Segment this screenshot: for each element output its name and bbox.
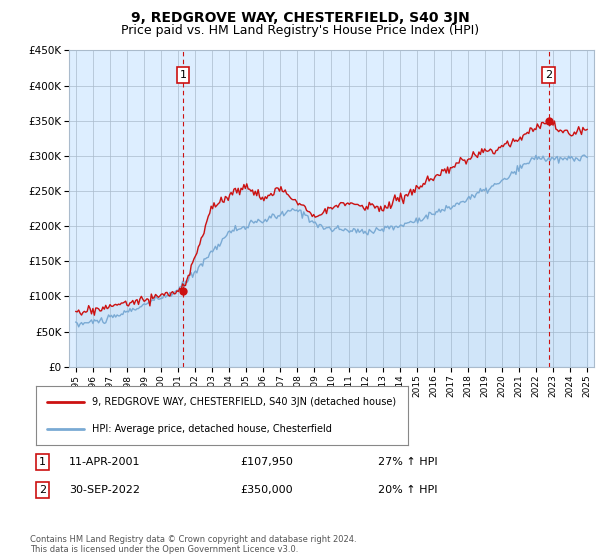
Text: 1: 1: [179, 70, 187, 80]
Text: 2: 2: [545, 70, 553, 80]
Text: 30-SEP-2022: 30-SEP-2022: [69, 485, 140, 495]
Text: 1: 1: [39, 457, 46, 467]
Text: 9, REDGROVE WAY, CHESTERFIELD, S40 3JN (detached house): 9, REDGROVE WAY, CHESTERFIELD, S40 3JN (…: [92, 397, 396, 407]
Text: 27% ↑ HPI: 27% ↑ HPI: [378, 457, 437, 467]
Text: 20% ↑ HPI: 20% ↑ HPI: [378, 485, 437, 495]
Text: Contains HM Land Registry data © Crown copyright and database right 2024.
This d: Contains HM Land Registry data © Crown c…: [30, 535, 356, 554]
Text: 2: 2: [39, 485, 46, 495]
Text: 11-APR-2001: 11-APR-2001: [69, 457, 140, 467]
Text: Price paid vs. HM Land Registry's House Price Index (HPI): Price paid vs. HM Land Registry's House …: [121, 24, 479, 36]
Text: 9, REDGROVE WAY, CHESTERFIELD, S40 3JN: 9, REDGROVE WAY, CHESTERFIELD, S40 3JN: [131, 11, 469, 25]
Text: £107,950: £107,950: [240, 457, 293, 467]
Text: £350,000: £350,000: [240, 485, 293, 495]
Text: HPI: Average price, detached house, Chesterfield: HPI: Average price, detached house, Ches…: [92, 424, 332, 435]
